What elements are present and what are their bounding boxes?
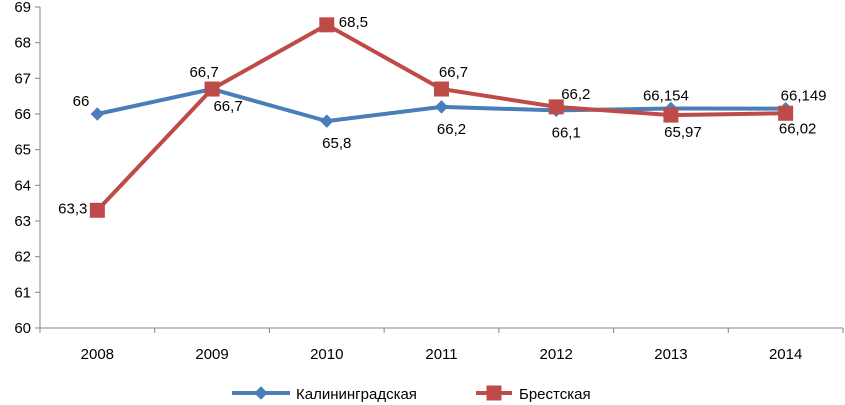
y-tick-label: 67: [14, 70, 31, 87]
y-tick-label: 68: [14, 35, 31, 52]
data-label-series-2: 66,7: [439, 64, 468, 81]
series-1-point: [434, 100, 449, 114]
data-label-series-2: 66,02: [779, 120, 817, 137]
series-1-point: [320, 114, 334, 128]
series-2-point: [778, 105, 794, 121]
data-labels: 66 66,7 65,8 66,2 66,1 66,154 66,149 63,3 66,7 68…: [58, 14, 826, 217]
y-tick-label: 62: [14, 249, 31, 266]
x-tick-label: 2009: [195, 346, 228, 363]
data-label-series-2: 68,5: [339, 14, 368, 31]
data-label-series-1: 66,2: [437, 121, 466, 138]
series-2-point: [89, 202, 105, 218]
series-2-point: [663, 107, 679, 123]
y-tick-label: 65: [14, 142, 31, 159]
series-2-point: [204, 81, 220, 97]
data-label-series-1: 66: [73, 93, 90, 110]
x-tick-label: 2014: [769, 346, 802, 363]
y-tick-label: 64: [14, 177, 31, 194]
y-tick-label: 66: [14, 106, 31, 123]
series-2-point: [434, 81, 449, 97]
data-label-series-2: 63,3: [58, 200, 87, 217]
data-label-series-1: 65,8: [322, 135, 351, 152]
data-label-series-1: 66,154: [643, 88, 689, 105]
y-tick-label: 63: [14, 213, 31, 230]
legend-label-2: Брестская: [519, 386, 591, 403]
y-tick-label: 61: [14, 284, 31, 301]
axes: 60 61 62 63 64 65 66 67 68 69 2008 2009 2010 2011 2012…: [14, 0, 844, 363]
legend-marker-1: [254, 386, 268, 400]
series-2-point: [548, 99, 564, 115]
y-tick-label: 69: [14, 0, 31, 16]
series-2-point: [319, 17, 335, 33]
series-line-2: [95, 22, 786, 212]
y-tick-label: 60: [14, 320, 31, 337]
x-tick-label: 2008: [81, 346, 114, 363]
x-tick-label: 2012: [540, 346, 573, 363]
data-label-series-2: 66,2: [561, 86, 590, 103]
x-tick-label: 2010: [310, 346, 343, 363]
legend: Калининградская Брестская: [232, 385, 591, 403]
series-layer: [89, 17, 794, 218]
data-label-series-1: 66,149: [781, 88, 827, 105]
legend-label-1: Калининградская: [296, 386, 417, 403]
data-label-series-2: 66,7: [213, 98, 242, 115]
series-1-point: [90, 107, 105, 121]
x-tick-label: 2011: [425, 346, 457, 363]
legend-marker-2: [486, 385, 502, 401]
data-label-series-1: 66,1: [552, 124, 581, 141]
data-label-series-2: 65,97: [664, 124, 702, 141]
x-tick-label: 2013: [654, 346, 687, 363]
data-label-series-1: 66,7: [189, 64, 218, 81]
